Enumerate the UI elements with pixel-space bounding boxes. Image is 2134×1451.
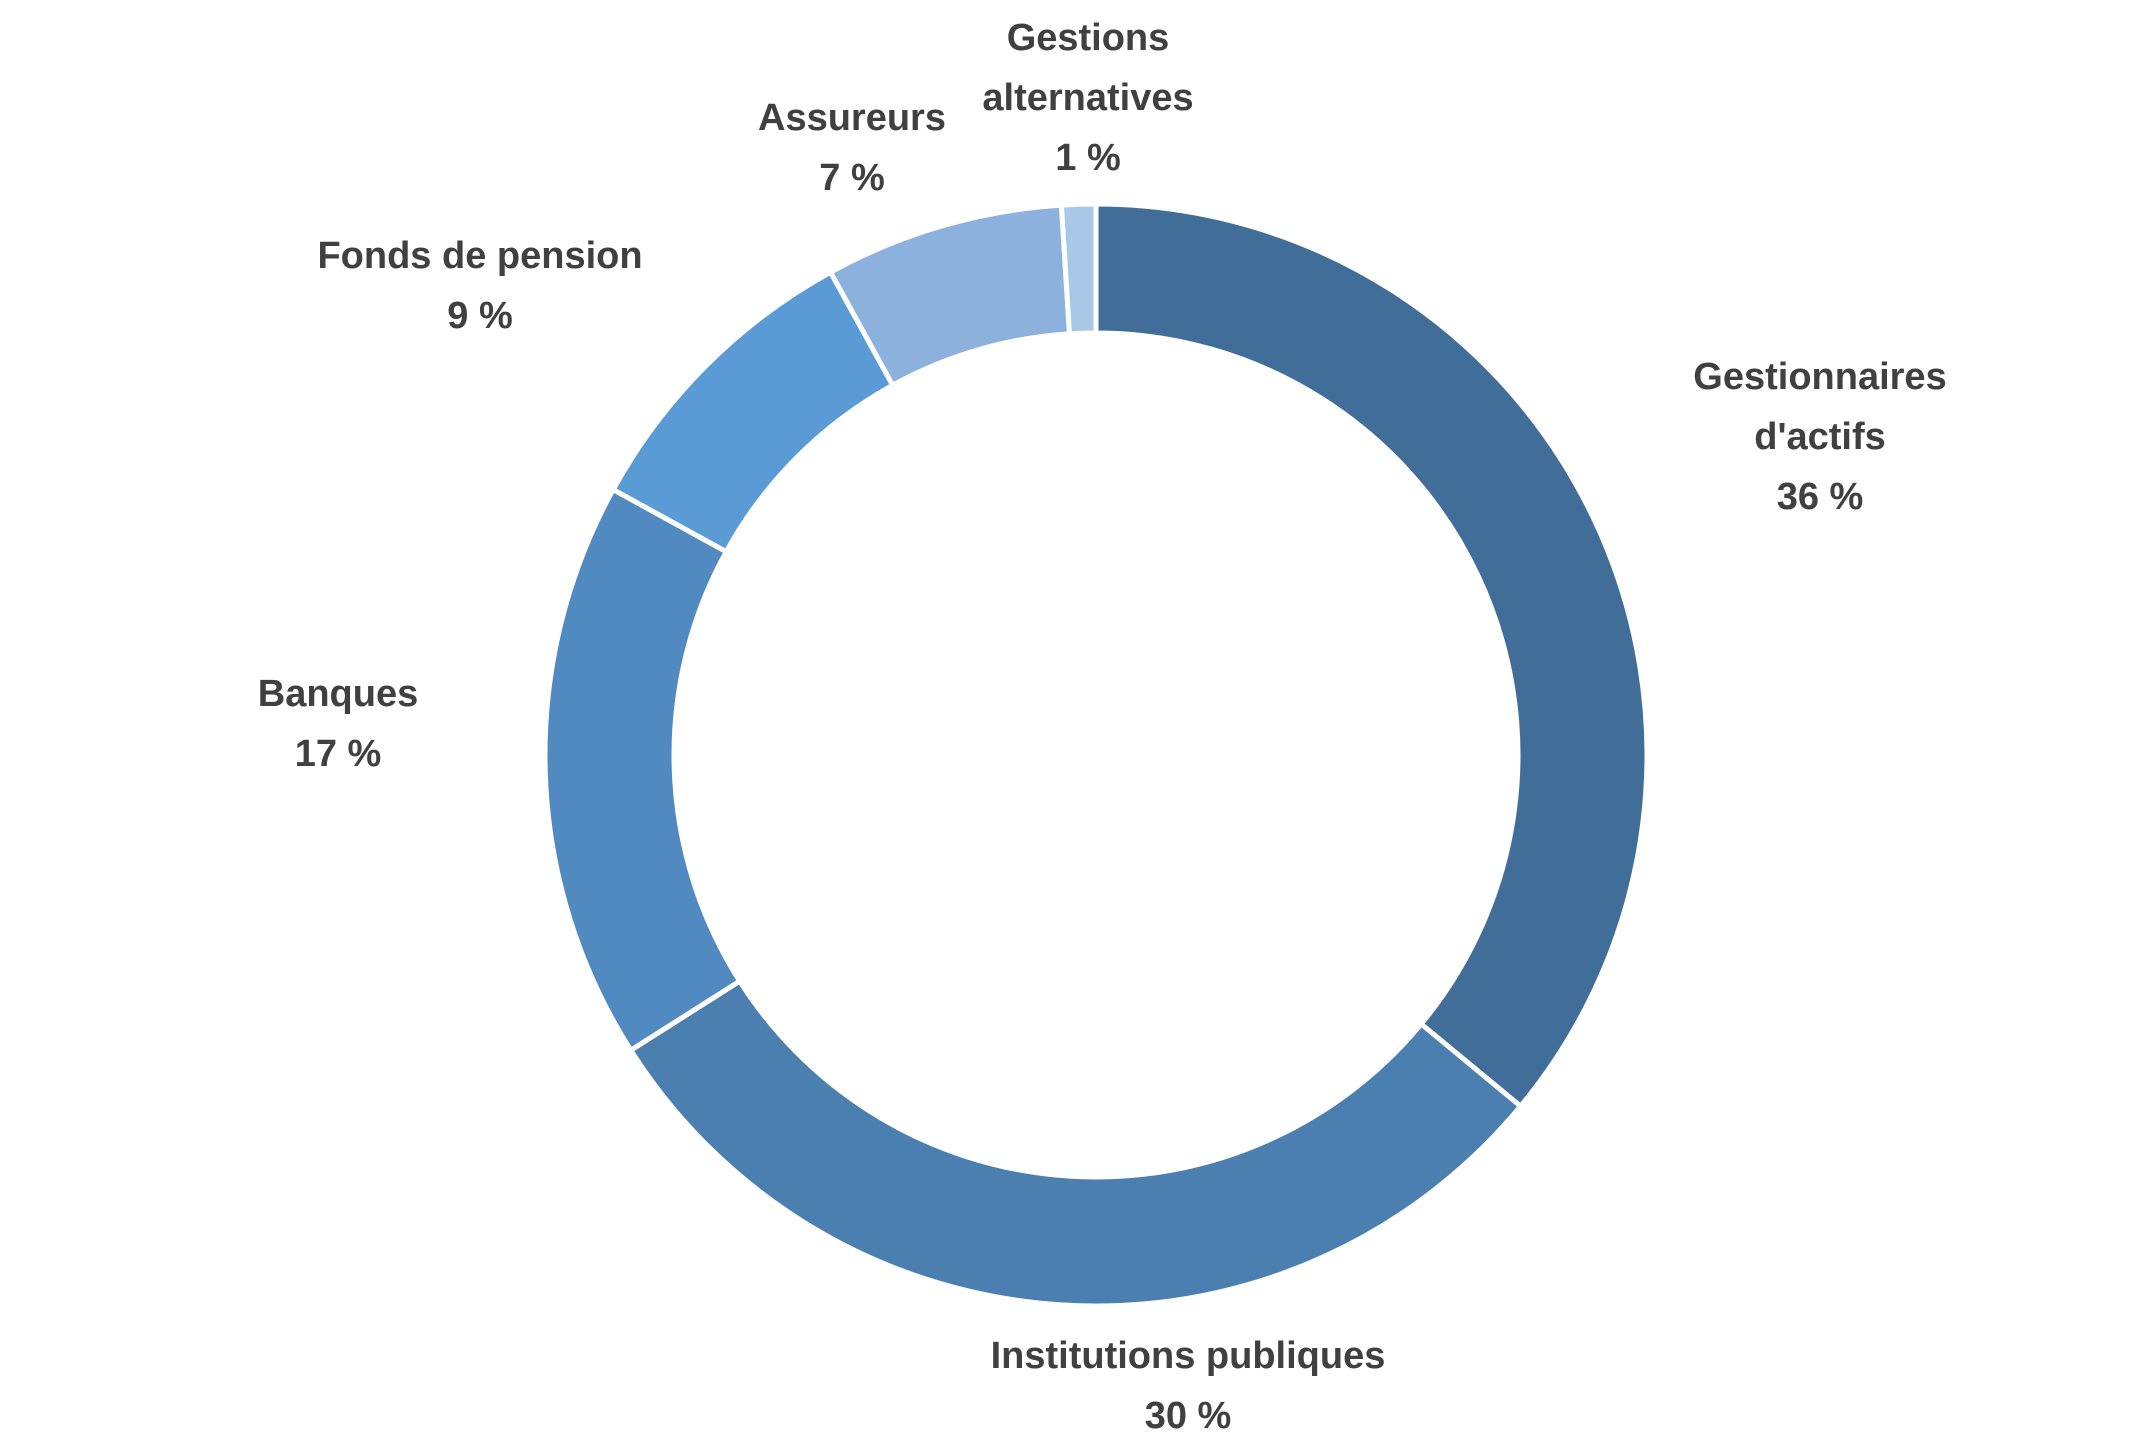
donut-segment — [1093, 201, 1650, 1110]
category-label: Assureurs — [758, 97, 946, 139]
data-label: Gestionnaires d'actifs 36 % — [1660, 347, 1980, 527]
value-label: 1 % — [1055, 137, 1121, 179]
donut-segment — [542, 486, 744, 1054]
data-label: Gestions alternatives 1 % — [948, 8, 1228, 188]
data-label: Fonds de pension 9 % — [230, 226, 730, 346]
category-label: Gestionnaires d'actifs — [1693, 356, 1947, 458]
value-label: 17 % — [294, 733, 382, 775]
data-label: Banques 17 % — [188, 664, 488, 784]
value-label: 30 % — [1144, 1395, 1232, 1437]
donut-segment — [1058, 201, 1099, 337]
value-label: 7 % — [819, 157, 885, 199]
category-label: Gestions alternatives — [982, 17, 1194, 119]
value-label: 9 % — [447, 295, 513, 337]
donut-segment — [627, 977, 1525, 1309]
data-label: Institutions publiques 30 % — [888, 1326, 1488, 1446]
category-label: Banques — [257, 673, 419, 715]
category-label: Institutions publiques — [990, 1335, 1386, 1377]
value-label: 36 % — [1776, 476, 1864, 518]
data-label: Assureurs 7 % — [702, 88, 1002, 208]
category-label: Fonds de pension — [317, 235, 643, 277]
